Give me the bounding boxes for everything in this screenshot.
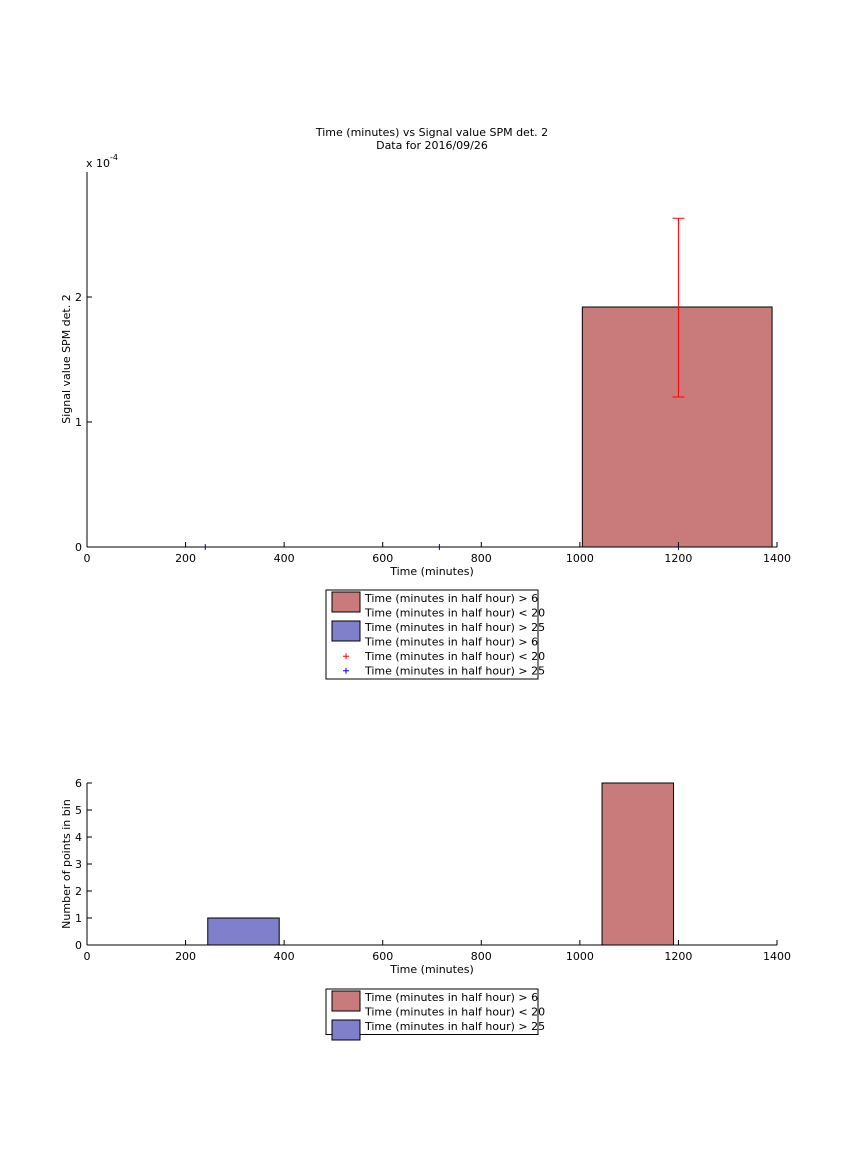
y-tick-label-4: 4 [75, 831, 82, 844]
exponent-power: -4 [110, 153, 118, 162]
legend-swatch [331, 990, 361, 1012]
legend-item-2: Time (minutes in half hour) > 25 [331, 620, 545, 642]
legend-label: Time (minutes in half hour) < 20 [364, 607, 545, 620]
x-tick-label-3: 600 [372, 950, 393, 963]
legend-item-3: Time (minutes in half hour) > 6 [364, 636, 538, 649]
x-tick-label-7: 1400 [763, 552, 791, 565]
legend-item-0: Time (minutes in half hour) > 6 [331, 591, 538, 613]
x-tick-label-1: 200 [175, 950, 196, 963]
top-x-axis-label: Time (minutes) [389, 565, 474, 578]
legend-box [325, 988, 539, 1035]
bottom-x-axis-label: Time (minutes) [389, 963, 474, 976]
legend-item-0: Time (minutes in half hour) > 6 [331, 990, 538, 1012]
legend-item-5: Time (minutes in half hour) > 25 [343, 665, 545, 678]
y-tick-label-0: 0 [75, 939, 82, 952]
x-tick-label-6: 1200 [664, 950, 692, 963]
y-tick-label-1: 1 [75, 912, 82, 925]
legend-label: Time (minutes in half hour) > 25 [364, 621, 545, 634]
y-tick-label-6: 6 [75, 777, 82, 790]
chart-title: Time (minutes) vs Signal value SPM det. … [315, 126, 548, 139]
x-tick-label-4: 800 [471, 950, 492, 963]
y-tick-label-2: 2 [75, 291, 82, 304]
x-tick-label-4: 800 [471, 552, 492, 565]
x-tick-label-0: 0 [84, 950, 91, 963]
x-tick-label-3: 600 [372, 552, 393, 565]
legend-item-1: Time (minutes in half hour) < 20 [364, 607, 545, 620]
legend-item-2: Time (minutes in half hour) > 25 [331, 1019, 545, 1041]
bottom-chart: 0 200 400 600 800 1000 1200 1400 0 1 2 3 4 5 6 [75, 777, 791, 963]
y-tick-label-2: 2 [75, 885, 82, 898]
bottom-legend: Time (minutes in half hour) > 6 Time (min… [325, 988, 545, 1041]
legend-label: Time (minutes in half hour) < 20 [364, 650, 545, 663]
x-tick-label-2: 400 [274, 950, 295, 963]
top-y-axis-label: Signal value SPM det. 2 [60, 294, 73, 424]
legend-swatch [331, 620, 361, 642]
top-chart: 0 200 400 600 800 1000 1200 1400 0 1 2 [75, 172, 791, 565]
legend-swatch [331, 1019, 361, 1041]
legend-label: Time (minutes in half hour) > 6 [364, 592, 538, 605]
legend-label: Time (minutes in half hour) > 6 [364, 636, 538, 649]
x-tick-label-2: 400 [274, 552, 295, 565]
bar-0 [207, 917, 280, 946]
legend-label: Time (minutes in half hour) > 6 [364, 991, 538, 1004]
legend-label: Time (minutes in half hour) > 25 [364, 1020, 545, 1033]
bar-0 [581, 306, 773, 548]
legend-box [325, 589, 539, 680]
legend-label: Time (minutes in half hour) < 20 [364, 1006, 545, 1019]
y-tick-label-0: 0 [75, 541, 82, 554]
bar-1 [601, 782, 674, 946]
legend-item-4: Time (minutes in half hour) < 20 [343, 650, 545, 663]
chart-subtitle: Data for 2016/09/26 [376, 139, 488, 152]
errorbar-0 [672, 217, 685, 398]
legend-item-1: Time (minutes in half hour) < 20 [364, 1006, 545, 1019]
y-tick-label-1: 1 [75, 416, 82, 429]
x-tick-label-5: 1000 [566, 950, 594, 963]
x-tick-label-6: 1200 [664, 552, 692, 565]
exponent-base: x 10 [86, 157, 110, 170]
y-exponent-label: x 10 -4 [86, 153, 118, 170]
x-tick-label-5: 1000 [566, 552, 594, 565]
legend-label: Time (minutes in half hour) > 25 [364, 665, 545, 678]
y-tick-label-3: 3 [75, 858, 82, 871]
legend-swatch [331, 591, 361, 613]
bottom-y-axis-label: Number of points in bin [60, 799, 73, 929]
y-tick-label-5: 5 [75, 804, 82, 817]
x-tick-label-0: 0 [84, 552, 91, 565]
x-tick-label-1: 200 [175, 552, 196, 565]
x-tick-label-7: 1400 [763, 950, 791, 963]
